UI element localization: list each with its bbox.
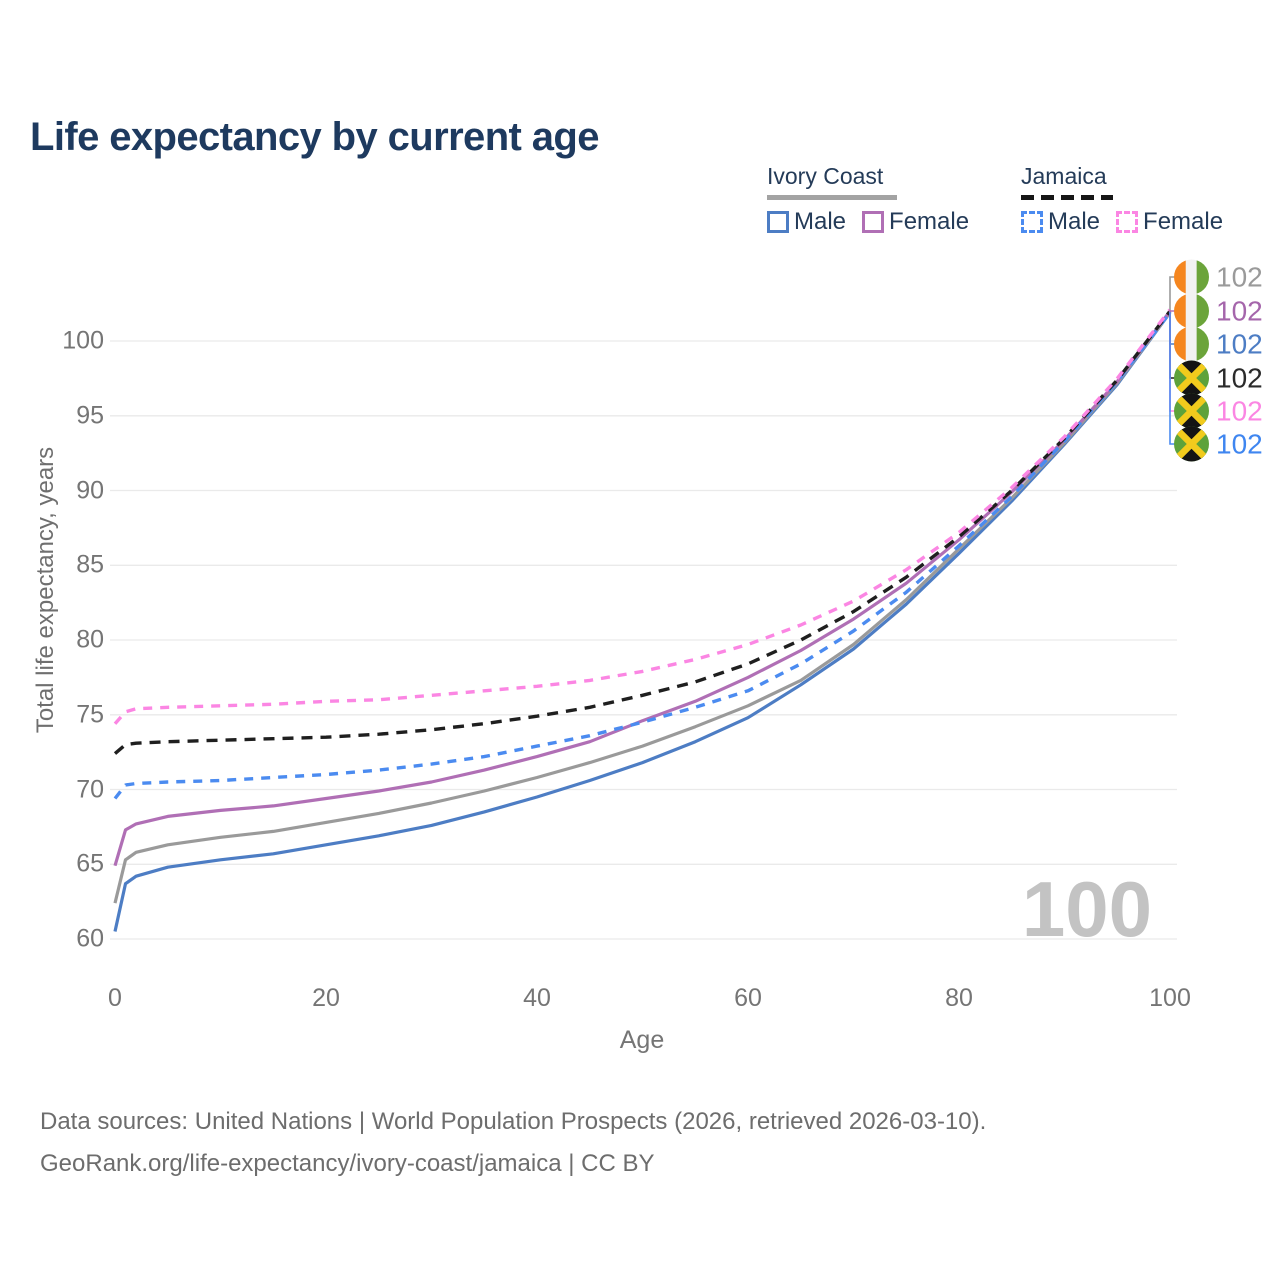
y-tick-label: 75 <box>76 700 104 729</box>
legend-group-jamaica: Jamaica Male Female <box>1021 163 1223 236</box>
end-label-row-jam_male: 102 <box>1174 427 1263 462</box>
y-tick-label: 65 <box>76 849 104 878</box>
end-value-label: 102 <box>1216 395 1263 426</box>
legend-item-label: Male <box>794 208 847 235</box>
series-line-ic_female <box>113 310 1172 867</box>
series-lines <box>113 308 1172 932</box>
legend-group-ivory-coast: Ivory Coast Male Female <box>767 163 969 236</box>
end-value-label: 102 <box>1216 261 1263 292</box>
y-tick-label: 80 <box>76 625 104 654</box>
legend-item-ivory-coast-female[interactable]: Female <box>862 208 969 236</box>
legend-swatch-solid-blue <box>767 211 789 233</box>
legend-country-label: Jamaica <box>1021 163 1107 189</box>
y-tick-label: 85 <box>76 550 104 579</box>
series-line-jam_both <box>113 310 1172 755</box>
series-line-jam_male <box>113 311 1172 800</box>
jamaica-flag-icon <box>1174 427 1209 462</box>
x-tick-label: 80 <box>945 984 973 1012</box>
x-tick-label: 0 <box>108 984 122 1012</box>
end-value-label: 102 <box>1216 295 1263 326</box>
ivory-coast-flag-icon <box>1174 327 1209 362</box>
y-tick-label: 60 <box>76 924 104 953</box>
x-tick-label: 20 <box>312 984 340 1012</box>
legend-swatch-dashed-blue <box>1021 211 1043 233</box>
series-line-ic_male <box>113 311 1172 932</box>
data-sources-text: Data sources: United Nations | World Pop… <box>40 1108 987 1135</box>
x-axis-title: Age <box>619 1026 665 1054</box>
y-tick-label: 100 <box>62 326 104 355</box>
y-tick-label: 70 <box>76 775 104 803</box>
legend-item-label: Female <box>1143 208 1224 235</box>
jamaica-flag-icon <box>1174 394 1209 429</box>
legend-swatch-solid-purple <box>862 211 885 233</box>
legend: Ivory Coast Male Female Jamaica Male <box>767 163 1267 243</box>
attribution-link-text: GeoRank.org/life-expectancy/ivory-coast/… <box>40 1150 655 1177</box>
legend-item-ivory-coast-male[interactable]: Male <box>767 208 846 236</box>
page-title: Life expectancy by current age <box>30 114 600 159</box>
legend-item-label: Male <box>1048 208 1101 235</box>
end-label-row-jam_female: 102 <box>1174 394 1263 429</box>
series-line-ic_both <box>113 311 1172 904</box>
x-tick-label: 60 <box>734 984 762 1012</box>
end-label-row-jam_both: 102 <box>1174 361 1263 396</box>
x-tick-label: 40 <box>523 984 551 1012</box>
end-value-label: 102 <box>1216 328 1263 359</box>
legend-country-label: Ivory Coast <box>767 163 884 189</box>
end-value-label: 102 <box>1216 428 1263 459</box>
legend-dashed-line-sample <box>1021 195 1113 200</box>
y-axis-title: Total life expectancy, years <box>32 446 59 734</box>
end-value-label: 102 <box>1216 362 1263 393</box>
y-tick-label: 95 <box>76 401 104 430</box>
legend-item-jamaica-male[interactable]: Male <box>1021 208 1100 236</box>
hover-age-watermark: 100 <box>1021 865 1152 953</box>
x-tick-label: 100 <box>1149 984 1191 1012</box>
legend-item-label: Female <box>889 208 970 235</box>
legend-solid-line-sample <box>767 195 897 200</box>
end-label-row-ic_female: 102 <box>1174 294 1263 329</box>
end-label-row-ic_both: 102 <box>1174 260 1263 295</box>
y-tick-label: 90 <box>76 476 104 504</box>
ivory-coast-flag-icon <box>1174 260 1209 295</box>
series-line-jam_female <box>113 308 1172 725</box>
legend-swatch-dashed-pink <box>1116 211 1139 233</box>
jamaica-flag-icon <box>1174 361 1209 396</box>
ivory-coast-flag-icon <box>1174 294 1209 329</box>
legend-item-jamaica-female[interactable]: Female <box>1116 208 1223 236</box>
gridlines <box>110 340 1177 940</box>
end-label-row-ic_male: 102 <box>1174 327 1263 362</box>
